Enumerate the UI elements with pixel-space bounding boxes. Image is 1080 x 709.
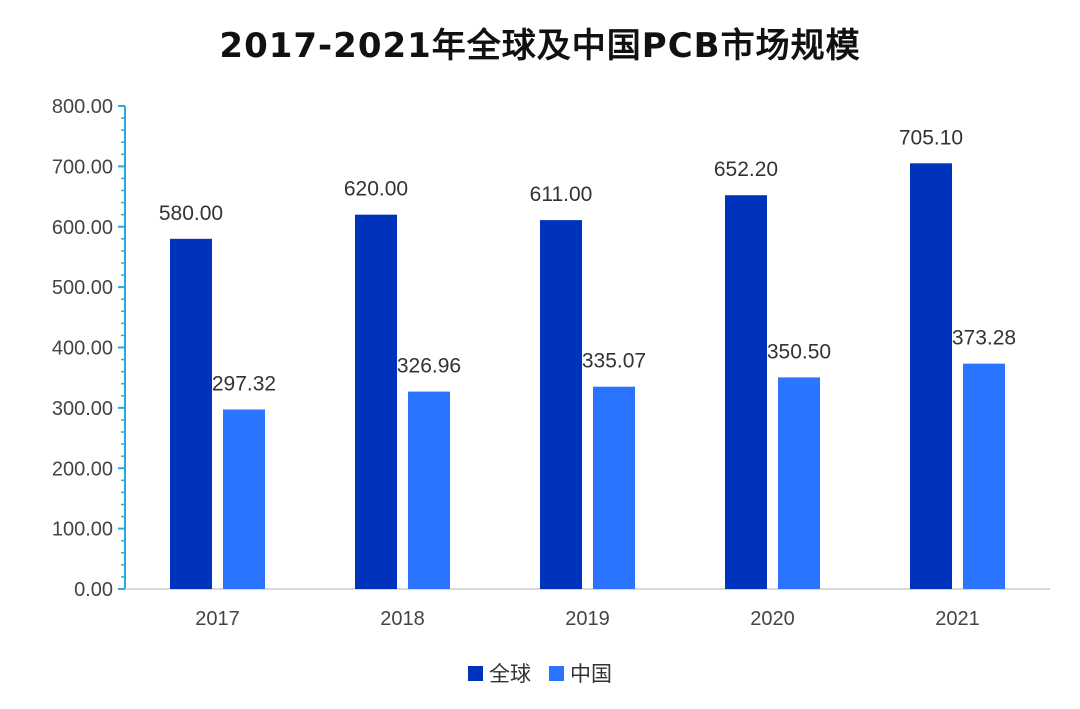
bar-2018-series-1 (408, 391, 450, 589)
y-tick-label: 300.00 (52, 398, 113, 420)
x-tick-label: 2018 (380, 608, 425, 630)
y-tick-label: 200.00 (52, 458, 113, 480)
data-label: 373.28 (952, 327, 1016, 350)
data-label: 350.50 (767, 340, 831, 363)
y-tick-label: 800.00 (52, 96, 113, 118)
legend-swatch-china (549, 665, 564, 681)
bar-2020-series-0 (725, 195, 767, 589)
y-tick-label: 600.00 (52, 217, 113, 239)
bar-2020-series-1 (778, 377, 820, 589)
legend-label-global: 全球 (489, 662, 531, 686)
bar-chart: 0.00 100.00 200.00 300.00 400.00 500.00 600.00… (52, 96, 1050, 630)
bar-2017-series-1 (223, 409, 265, 589)
y-tick-label: 100.00 (52, 519, 113, 541)
y-tick-label: 500.00 (52, 277, 113, 299)
y-tick-label: 0.00 (74, 579, 113, 601)
y-tick-label: 400.00 (52, 338, 113, 360)
legend: 全球 中国 (0, 658, 1080, 688)
legend-item-global: 全球 (468, 658, 531, 688)
x-tick-label: 2020 (750, 608, 795, 630)
bars-group (170, 163, 1005, 590)
legend-label-china: 中国 (570, 662, 612, 686)
legend-item-china: 中国 (549, 658, 612, 688)
x-tick-label: 2017 (195, 608, 240, 630)
data-label: 611.00 (530, 183, 593, 206)
bar-2018-series-0 (355, 214, 397, 590)
data-label: 326.96 (397, 355, 461, 378)
bar-2021-series-1 (963, 363, 1005, 589)
legend-swatch-global (468, 665, 483, 681)
bar-2017-series-0 (170, 238, 212, 589)
x-tick-label: 2021 (935, 608, 980, 630)
x-axis: 2017 2018 2019 2020 2021 (125, 588, 1050, 630)
data-label: 620.00 (344, 178, 408, 201)
y-tick-label: 700.00 (52, 156, 113, 178)
data-labels-group: 580.00 297.32 620.00 326.96 611.00 335.07 652.… (159, 126, 1016, 395)
data-label: 335.07 (582, 350, 646, 373)
data-label: 705.10 (899, 126, 963, 149)
y-axis: 0.00 100.00 200.00 300.00 400.00 500.00 600.00… (52, 96, 126, 601)
data-label: 580.00 (159, 202, 223, 225)
bar-2019-series-1 (593, 386, 635, 589)
x-tick-label: 2019 (565, 608, 610, 630)
bar-2019-series-0 (540, 220, 582, 589)
data-label: 297.32 (212, 372, 276, 395)
chart-title: 2017-2021年全球及中国PCB市场规模 (219, 26, 861, 66)
data-label: 652.20 (714, 158, 778, 181)
bar-2021-series-0 (910, 163, 952, 589)
